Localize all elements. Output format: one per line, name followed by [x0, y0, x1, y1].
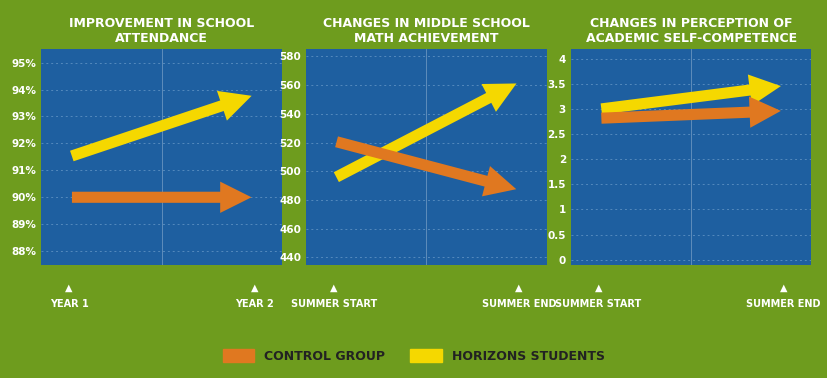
Text: ▲: ▲: [65, 283, 73, 293]
Text: SUMMER START: SUMMER START: [290, 299, 376, 309]
Text: SUMMER START: SUMMER START: [555, 299, 641, 309]
Text: SUMMER END: SUMMER END: [481, 299, 556, 309]
Text: SUMMER END: SUMMER END: [745, 299, 820, 309]
Title: CHANGES IN PERCEPTION OF
ACADEMIC SELF-COMPETENCE: CHANGES IN PERCEPTION OF ACADEMIC SELF-C…: [585, 17, 796, 45]
Text: YEAR 2: YEAR 2: [235, 299, 273, 309]
Title: IMPROVEMENT IN SCHOOL
ATTENDANCE: IMPROVEMENT IN SCHOOL ATTENDANCE: [69, 17, 254, 45]
Legend: CONTROL GROUP, HORIZONS STUDENTS: CONTROL GROUP, HORIZONS STUDENTS: [218, 344, 609, 368]
Text: ▲: ▲: [594, 283, 601, 293]
Title: CHANGES IN MIDDLE SCHOOL
MATH ACHIEVEMENT: CHANGES IN MIDDLE SCHOOL MATH ACHIEVEMEN…: [323, 17, 529, 45]
Text: YEAR 1: YEAR 1: [50, 299, 88, 309]
Text: ▲: ▲: [251, 283, 258, 293]
Text: ▲: ▲: [514, 283, 522, 293]
Text: ▲: ▲: [779, 283, 786, 293]
Text: ▲: ▲: [330, 283, 337, 293]
